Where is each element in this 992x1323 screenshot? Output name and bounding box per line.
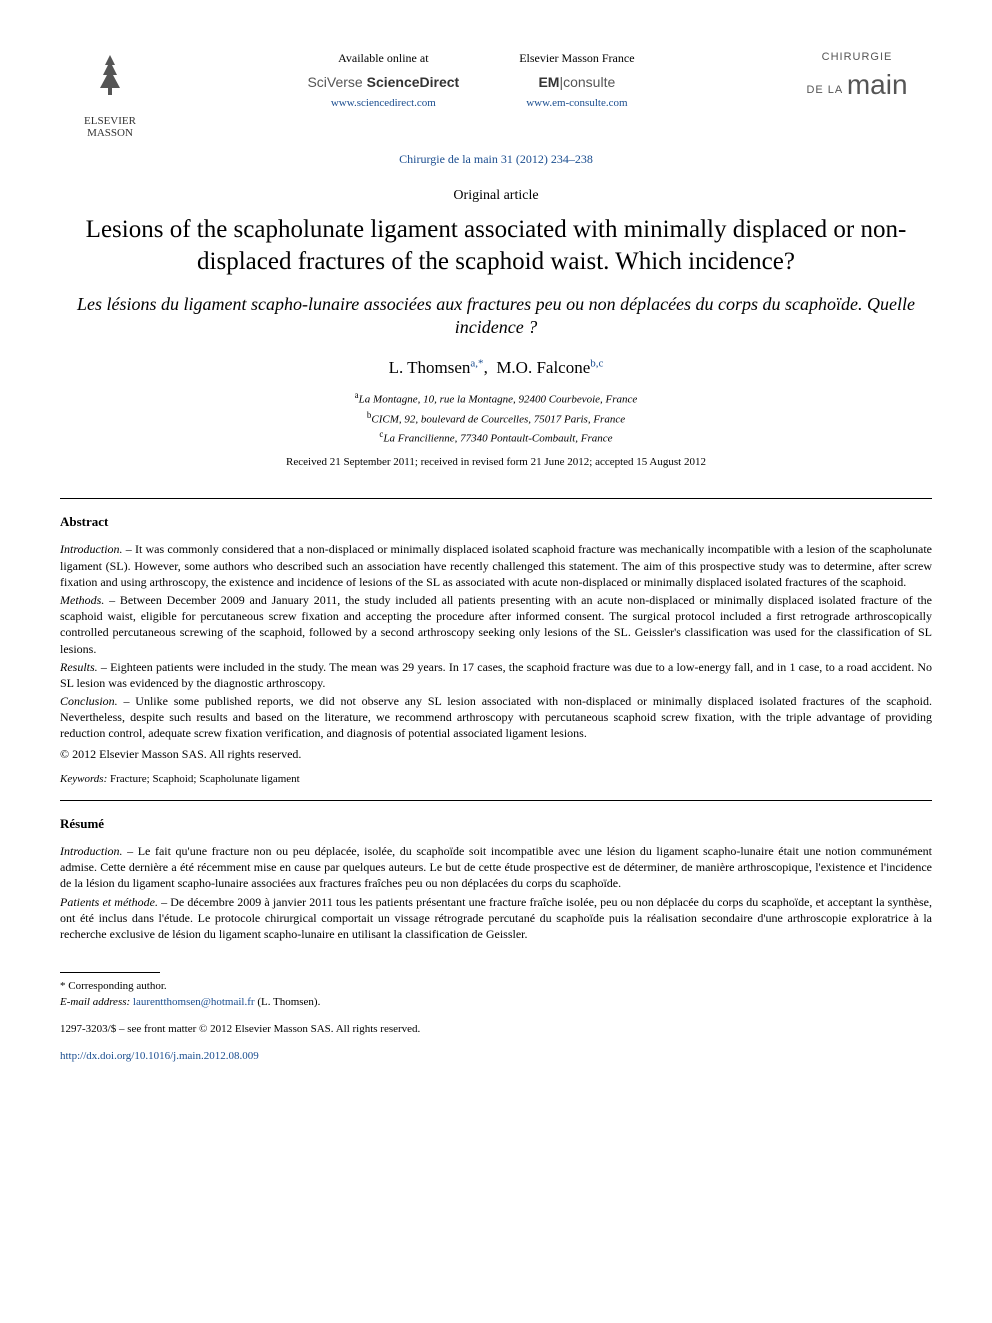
abstract-copyright: © 2012 Elsevier Masson SAS. All rights r…	[60, 746, 932, 763]
resume-methods-lead: Patients et méthode. –	[60, 895, 167, 909]
footnote-separator	[60, 972, 160, 973]
author-1-sup: a,*	[470, 357, 483, 369]
email-address[interactable]: laurentthomsen@hotmail.fr	[133, 996, 255, 1008]
affil-b-text: CICM, 92, boulevard de Courcelles, 75017…	[371, 413, 625, 425]
affil-a-text: La Montagne, 10, rue la Montagne, 92400 …	[359, 394, 638, 406]
sd-brand: SciVerse ScienceDirect	[307, 73, 459, 93]
results-text: Eighteen patients were included in the s…	[60, 660, 932, 690]
results-lead: Results. –	[60, 660, 107, 674]
affiliations: aLa Montagne, 10, rue la Montagne, 92400…	[60, 389, 932, 446]
abstract-results: Results. – Eighteen patients were includ…	[60, 659, 932, 691]
sd-brand-2: ScienceDirect	[367, 74, 460, 90]
intro-lead: Introduction. –	[60, 542, 132, 556]
article-dates: Received 21 September 2011; received in …	[60, 455, 932, 470]
intro-text: It was commonly considered that a non-di…	[60, 542, 932, 588]
sciencedirect-block: Available online at SciVerse ScienceDire…	[307, 50, 459, 112]
authors: L. Thomsena,*, M.O. Falconeb,c	[60, 356, 932, 380]
title-french: Les lésions du ligament scapho-lunaire a…	[60, 293, 932, 340]
corresponding-author: * Corresponding author.	[60, 979, 932, 994]
author-2-sup: b,c	[590, 357, 603, 369]
keywords-text: Fracture; Scaphoid; Scapholunate ligamen…	[107, 773, 299, 785]
header-center: Available online at SciVerse ScienceDire…	[160, 50, 782, 112]
affil-a: aLa Montagne, 10, rue la Montagne, 92400…	[60, 389, 932, 408]
keywords: Keywords: Fracture; Scaphoid; Scapholuna…	[60, 772, 932, 787]
article-type: Original article	[60, 186, 932, 206]
title-english: Lesions of the scapholunate ligament ass…	[60, 214, 932, 279]
publisher-name: ELSEVIER MASSON	[60, 115, 160, 139]
ems-brand-1: EM	[538, 74, 559, 90]
sd-url[interactable]: www.sciencedirect.com	[307, 96, 459, 111]
conclusion-text: Unlike some published reports, we did no…	[60, 694, 932, 740]
publisher-logo: ELSEVIER MASSON	[60, 50, 160, 139]
resume-intro-text: Le fait qu'une fracture non ou peu dépla…	[60, 844, 932, 890]
header-row: ELSEVIER MASSON Available online at SciV…	[60, 50, 932, 139]
journal-small: CHIRURGIE	[782, 50, 932, 65]
journal-big-line: DE LA main	[782, 65, 932, 104]
front-matter: 1297-3203/$ – see front matter © 2012 El…	[60, 1022, 932, 1037]
ems-label: Elsevier Masson France	[519, 50, 634, 67]
citation[interactable]: Chirurgie de la main 31 (2012) 234–238	[60, 151, 932, 168]
separator-mid	[60, 800, 932, 801]
resume-intro-lead: Introduction. –	[60, 844, 133, 858]
doi-line: http://dx.doi.org/10.1016/j.main.2012.08…	[60, 1049, 932, 1064]
elsevier-tree-icon	[60, 50, 160, 111]
separator-top	[60, 498, 932, 499]
journal-logo: CHIRURGIE DE LA main	[782, 50, 932, 105]
affil-c: cLa Francilienne, 77340 Pontault-Combaul…	[60, 428, 932, 447]
available-label: Available online at	[307, 50, 459, 67]
ems-brand: EM|consulte	[519, 73, 634, 93]
resume-intro: Introduction. – Le fait qu'une fracture …	[60, 843, 932, 892]
author-1[interactable]: L. Thomsen	[389, 358, 471, 377]
abstract-methods: Methods. – Between December 2009 and Jan…	[60, 592, 932, 657]
author-2[interactable]: M.O. Falcone	[496, 358, 590, 377]
affil-c-text: La Francilienne, 77340 Pontault-Combault…	[383, 432, 612, 444]
journal-big: main	[847, 69, 908, 100]
ems-brand-2: consulte	[563, 74, 615, 90]
doi-link[interactable]: http://dx.doi.org/10.1016/j.main.2012.08…	[60, 1050, 259, 1062]
emconsulte-block: Elsevier Masson France EM|consulte www.e…	[519, 50, 634, 112]
email-name: (L. Thomsen).	[255, 996, 321, 1008]
resume-heading: Résumé	[60, 815, 932, 833]
conclusion-lead: Conclusion. –	[60, 694, 129, 708]
email-line: E-mail address: laurentthomsen@hotmail.f…	[60, 995, 932, 1010]
ems-url[interactable]: www.em-consulte.com	[519, 96, 634, 111]
affil-b: bCICM, 92, boulevard de Courcelles, 7501…	[60, 409, 932, 428]
sd-brand-1: SciVerse	[307, 74, 362, 90]
email-label: E-mail address:	[60, 996, 130, 1008]
abstract-conclusion: Conclusion. – Unlike some published repo…	[60, 693, 932, 742]
resume-methods: Patients et méthode. – De décembre 2009 …	[60, 894, 932, 943]
methods-text: Between December 2009 and January 2011, …	[60, 593, 932, 656]
abstract-heading: Abstract	[60, 513, 932, 531]
methods-lead: Methods. –	[60, 593, 115, 607]
journal-dela: DE LA	[806, 83, 843, 98]
resume-methods-text: De décembre 2009 à janvier 2011 tous les…	[60, 895, 932, 941]
abstract-intro: Introduction. – It was commonly consider…	[60, 541, 932, 590]
keywords-label: Keywords:	[60, 773, 107, 785]
